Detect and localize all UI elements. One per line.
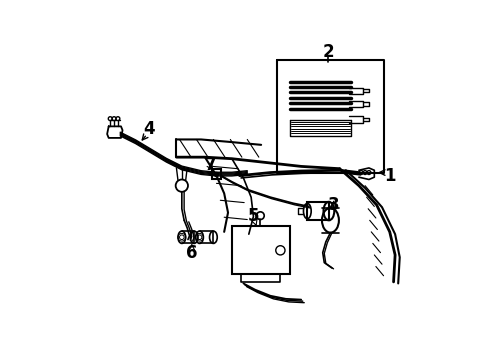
Bar — [212, 170, 221, 179]
Bar — [307, 202, 329, 220]
Text: 5: 5 — [247, 207, 259, 225]
Text: 3: 3 — [328, 196, 340, 214]
Text: 6: 6 — [186, 244, 197, 262]
Bar — [232, 226, 290, 274]
Text: 4: 4 — [143, 121, 154, 139]
Text: 7: 7 — [204, 156, 216, 174]
Text: 2: 2 — [322, 44, 334, 62]
Text: 1: 1 — [384, 167, 395, 185]
